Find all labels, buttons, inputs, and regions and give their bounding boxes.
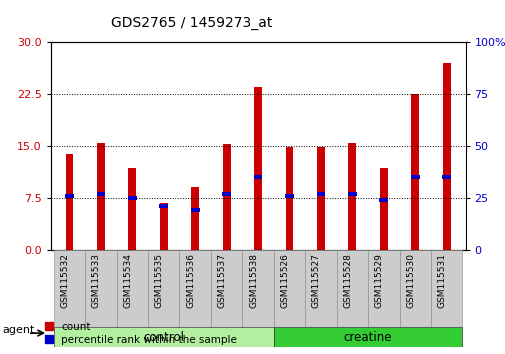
Bar xyxy=(285,147,293,250)
Text: GSM115528: GSM115528 xyxy=(343,253,351,308)
Text: GSM115535: GSM115535 xyxy=(155,253,164,308)
FancyBboxPatch shape xyxy=(242,250,273,327)
FancyBboxPatch shape xyxy=(148,250,179,327)
Text: creatine: creatine xyxy=(343,331,391,344)
Text: GSM115526: GSM115526 xyxy=(280,253,289,308)
Text: GSM115529: GSM115529 xyxy=(374,253,383,308)
FancyBboxPatch shape xyxy=(273,250,305,327)
Bar xyxy=(66,154,73,250)
Text: GSM115536: GSM115536 xyxy=(186,253,195,308)
Bar xyxy=(410,175,419,179)
Bar xyxy=(128,168,136,250)
FancyBboxPatch shape xyxy=(54,327,273,347)
Bar xyxy=(316,192,325,195)
Bar xyxy=(348,143,356,250)
FancyBboxPatch shape xyxy=(305,250,336,327)
Bar xyxy=(128,196,136,200)
Bar xyxy=(285,194,293,198)
Text: GSM115537: GSM115537 xyxy=(217,253,226,308)
FancyBboxPatch shape xyxy=(430,250,462,327)
Bar xyxy=(254,87,262,250)
Text: GSM115534: GSM115534 xyxy=(123,253,132,308)
Bar xyxy=(222,192,230,195)
Bar xyxy=(253,175,262,179)
Bar xyxy=(160,202,167,250)
Bar xyxy=(65,194,74,198)
Text: GSM115532: GSM115532 xyxy=(60,253,69,308)
FancyBboxPatch shape xyxy=(399,250,430,327)
Bar xyxy=(190,208,199,212)
Text: GDS2765 / 1459273_at: GDS2765 / 1459273_at xyxy=(111,16,272,30)
Bar xyxy=(316,147,324,250)
FancyBboxPatch shape xyxy=(273,327,462,347)
Legend: count, percentile rank within the sample: count, percentile rank within the sample xyxy=(40,317,241,349)
Bar xyxy=(159,204,168,208)
Text: GSM115530: GSM115530 xyxy=(406,253,415,308)
Text: GSM115538: GSM115538 xyxy=(248,253,258,308)
FancyBboxPatch shape xyxy=(336,250,367,327)
Bar xyxy=(222,144,230,250)
Bar xyxy=(191,188,199,250)
FancyBboxPatch shape xyxy=(54,250,85,327)
Bar xyxy=(441,175,450,179)
Text: agent: agent xyxy=(3,325,35,335)
FancyBboxPatch shape xyxy=(367,250,399,327)
Text: GSM115531: GSM115531 xyxy=(437,253,446,308)
Text: GSM115527: GSM115527 xyxy=(311,253,320,308)
FancyBboxPatch shape xyxy=(116,250,148,327)
FancyBboxPatch shape xyxy=(85,250,116,327)
Bar xyxy=(97,143,105,250)
Bar xyxy=(96,192,105,195)
Bar xyxy=(411,94,418,250)
FancyBboxPatch shape xyxy=(211,250,242,327)
Text: GSM115533: GSM115533 xyxy=(92,253,100,308)
Bar xyxy=(442,63,449,250)
Bar xyxy=(379,168,387,250)
Bar xyxy=(379,198,387,202)
Text: control: control xyxy=(143,331,184,344)
Bar xyxy=(347,192,356,195)
FancyBboxPatch shape xyxy=(179,250,211,327)
